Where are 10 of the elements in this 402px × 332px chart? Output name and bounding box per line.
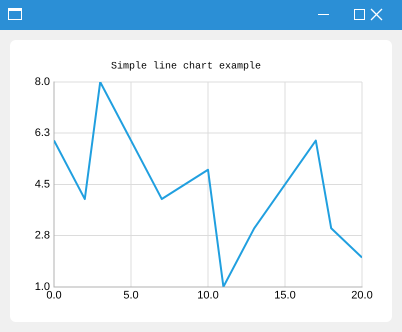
x-tick-label: 0.0: [46, 289, 62, 302]
x-tick-label: 20.0: [351, 289, 373, 302]
y-tick-label: 8.0: [34, 76, 50, 88]
chart-title: Simple line chart example: [110, 60, 262, 73]
x-tick-label: 10.0: [197, 289, 219, 302]
x-tick-label: 15.0: [274, 289, 296, 302]
y-tick-label: 4.5: [34, 178, 50, 190]
x-tick-label: 5.0: [123, 289, 139, 302]
y-tick-label: 6.3: [34, 127, 50, 140]
y-tick-label: 2.8: [34, 230, 50, 242]
